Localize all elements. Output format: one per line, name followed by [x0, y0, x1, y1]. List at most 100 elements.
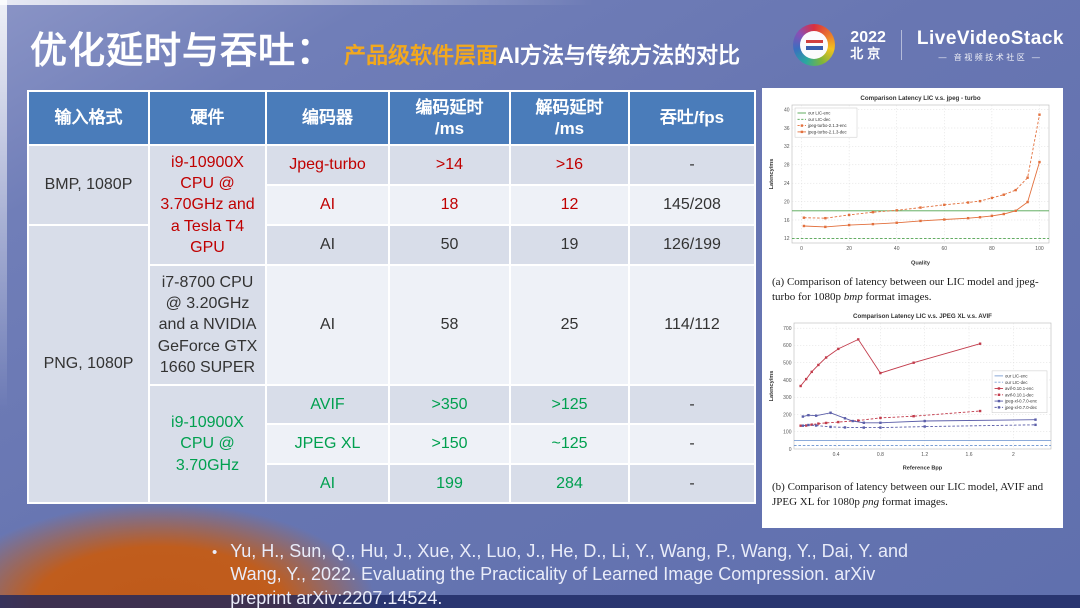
table-header-cell: 编码延时 /ms — [388, 90, 511, 146]
citation: • Yu, H., Sun, Q., Hu, J., Xue, X., Luo,… — [212, 540, 918, 608]
caption-a-tail: format images. — [862, 290, 932, 303]
svg-text:24: 24 — [784, 181, 790, 187]
svg-text:60: 60 — [942, 246, 948, 252]
table-row: AI 18 12 145/208 — [28, 184, 756, 226]
conference-year: 2022 — [850, 29, 886, 47]
table-cell: AVIF — [265, 384, 390, 425]
svg-text:2: 2 — [1012, 452, 1015, 458]
conference-logo-icon — [793, 24, 836, 66]
latency-chart-jpeg-turbo: 12 16 20 24 28 32 36 40 0 20 40 60 80 100 Comparison L… — [769, 95, 1050, 267]
table-cell: ~125 — [509, 423, 630, 465]
conference-city: 北京 — [850, 45, 885, 61]
svg-text:80: 80 — [989, 246, 995, 252]
table-row: AI 199 284- — [28, 463, 756, 504]
table-cell: 114/112 — [628, 264, 756, 386]
comparison-table: 输入格式 硬件 编码器 编码延时 /ms 解码延时 /ms 吞吐/fps BMP, 108… — [27, 90, 756, 504]
svg-text:our LIC-enc: our LIC-enc — [1005, 373, 1028, 378]
table-cell: 19 — [509, 224, 630, 266]
svg-text:0.8: 0.8 — [877, 452, 884, 458]
table-cell: >16 — [509, 144, 630, 186]
brand-logo: LiveVideoStack — [916, 27, 1064, 49]
bullet-icon: • — [212, 544, 218, 561]
svg-text:Latency/ms: Latency/ms — [769, 370, 775, 401]
svg-text:Quality: Quality — [911, 261, 931, 267]
svg-text:our LIC-dec: our LIC-dec — [808, 117, 831, 122]
table-cell: i9-10900X CPU @ 3.70GHz and a Tesla T4 G… — [148, 144, 267, 266]
caption-a-format: bmp — [843, 290, 863, 303]
svg-text:avif-0.10.1-dec: avif-0.10.1-dec — [1005, 392, 1034, 397]
svg-text:500: 500 — [783, 360, 792, 366]
svg-text:Latency/ms: Latency/ms — [769, 159, 775, 190]
table-cell: 25 — [509, 264, 630, 386]
charts-panel: 12 16 20 24 28 32 36 40 0 20 40 60 80 100 Comparison L… — [762, 88, 1063, 528]
caption-b-tail: format images. — [879, 495, 948, 508]
table-cell: 50 — [388, 224, 511, 266]
subtitle-rest: AI方法与传统方法的对比 — [498, 43, 741, 68]
chart-b-caption: (b) Comparison of latency between our LI… — [766, 477, 1059, 515]
table-cell: - — [628, 144, 756, 186]
svg-text:jpeg-turbo-2.1.3-enc: jpeg-turbo-2.1.3-enc — [807, 123, 848, 128]
svg-text:Reference Bpp: Reference Bpp — [903, 465, 943, 471]
svg-text:1.6: 1.6 — [966, 452, 973, 458]
table-cell: i7-8700 CPU @ 3.20GHz and a NVIDIA GeFor… — [148, 264, 267, 386]
table-cell: >350 — [388, 384, 511, 425]
svg-text:300: 300 — [783, 395, 792, 401]
svg-text:our LIC-dec: our LIC-dec — [1005, 379, 1028, 384]
svg-text:Comparison Latency LIC v.s. jp: Comparison Latency LIC v.s. jpeg - turbo — [860, 95, 980, 102]
table-header-cell: 硬件 — [148, 90, 267, 146]
svg-text:40: 40 — [894, 246, 900, 252]
svg-text:36: 36 — [784, 126, 790, 132]
bottom-bar-decoration — [0, 595, 1080, 608]
page-subtitle: 产品级软件层面AI方法与传统方法的对比 — [344, 38, 740, 70]
svg-text:16: 16 — [784, 218, 790, 224]
svg-text:20: 20 — [846, 246, 852, 252]
conference-logo-mark — [806, 46, 824, 50]
table-cell: 12 — [509, 184, 630, 226]
svg-text:40: 40 — [784, 107, 790, 113]
svg-text:Comparison Latency LIC v.s. JP: Comparison Latency LIC v.s. JPEG XL v.s.… — [853, 313, 992, 320]
table-head: 输入格式 硬件 编码器 编码延时 /ms 解码延时 /ms 吞吐/fps — [27, 90, 756, 146]
conference-logo-mark — [806, 40, 824, 43]
svg-text:jpeg-xl-0.7.0-enc: jpeg-xl-0.7.0-enc — [1004, 398, 1038, 403]
table-cell: 199 — [388, 463, 511, 504]
table-cell: 58 — [388, 264, 511, 386]
left-edge-highlight — [0, 0, 7, 456]
page-title: 优化延时与吞吐： — [30, 30, 334, 71]
table-cell: 126/199 — [628, 224, 756, 266]
svg-text:jpeg-turbo-2.1.3-dec: jpeg-turbo-2.1.3-dec — [807, 130, 848, 135]
table-cell: >125 — [509, 384, 630, 425]
conference-year-block: 2022 北京 — [850, 29, 886, 61]
table-cell: 284 — [509, 463, 630, 504]
caption-b-format: png — [862, 495, 880, 508]
table-header-row: 输入格式 硬件 编码器 编码延时 /ms 解码延时 /ms 吞吐/fps — [27, 90, 756, 146]
title-row: 优化延时与吞吐： 产品级软件层面AI方法与传统方法的对比 — [30, 20, 740, 74]
top-edge-highlight — [0, 0, 1080, 5]
svg-text:100: 100 — [1035, 246, 1044, 252]
table-row: BMP, 1080P i9-10900X CPU @ 3.70GHz and a … — [27, 144, 756, 266]
table-body: BMP, 1080P i9-10900X CPU @ 3.70GHz and a … — [27, 144, 756, 504]
table-cell: >150 — [388, 423, 511, 465]
table-cell: Jpeg-turbo — [265, 144, 390, 186]
table-header-cell: 输入格式 — [27, 90, 150, 146]
caption-a-text: (a) Comparison of latency between our LI… — [772, 276, 1039, 303]
table-cell: - — [628, 463, 756, 504]
svg-text:400: 400 — [783, 377, 792, 383]
citation-text: Yu, H., Sun, Q., Hu, J., Xue, X., Luo, J… — [230, 541, 908, 608]
table-header-cell: 编码器 — [265, 90, 390, 146]
svg-text:12: 12 — [784, 236, 790, 242]
table-cell: - — [628, 423, 756, 465]
table-cell: AI — [265, 184, 390, 226]
table-cell: 18 — [388, 184, 511, 226]
table-row: i9-10900X CPU @ 3.70GHz AVIF >350 >125- — [28, 384, 756, 504]
table-row: i7-8700 CPU @ 3.20GHz and a NVIDIA GeFor… — [28, 264, 756, 386]
brand-tagline: — 音视频技术社区 — — [938, 52, 1043, 62]
svg-text:jpeg-xl-0.7.0-dec: jpeg-xl-0.7.0-dec — [1004, 405, 1038, 410]
branding-area: 2022 北京 LiveVideoStack — 音视频技术社区 — — [793, 24, 1064, 66]
conference-logo-core — [800, 31, 829, 59]
table-cell: AI — [265, 463, 390, 504]
svg-text:600: 600 — [783, 343, 792, 349]
table-cell: >14 — [388, 144, 511, 186]
svg-text:28: 28 — [784, 163, 790, 169]
svg-text:32: 32 — [784, 144, 790, 150]
